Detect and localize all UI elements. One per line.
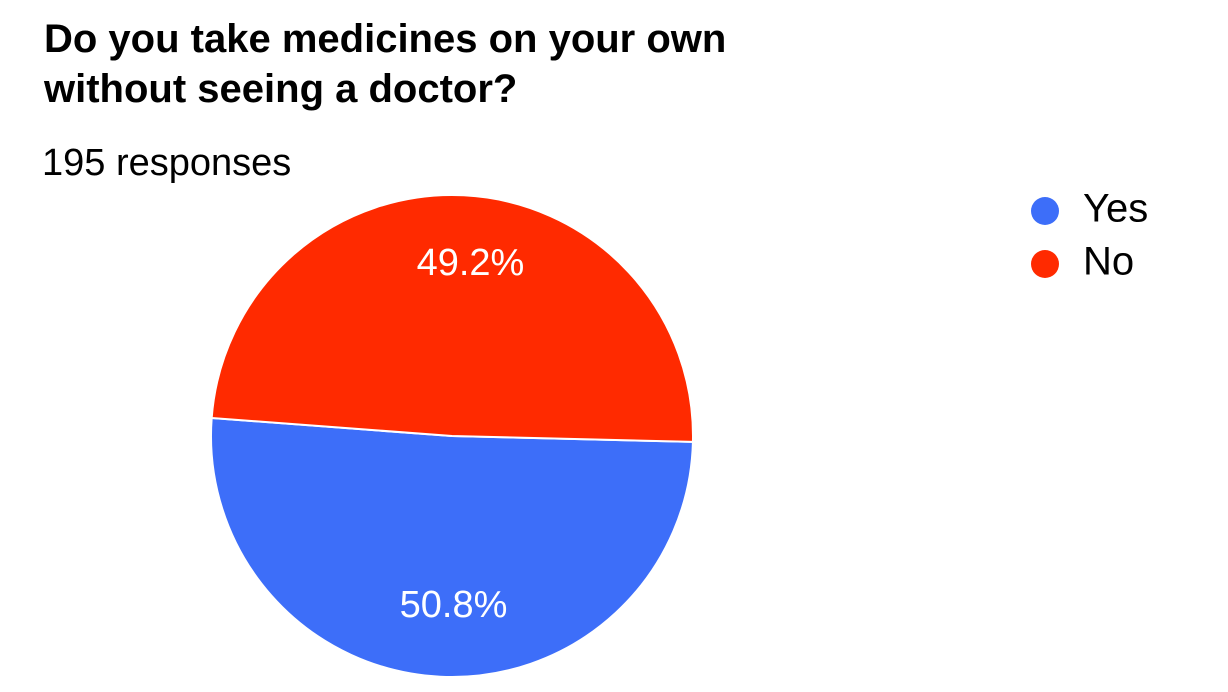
slice-label: 50.8% bbox=[400, 584, 508, 626]
legend-marker bbox=[1031, 197, 1059, 225]
pie-slice bbox=[210, 194, 694, 443]
legend-label: Yes bbox=[1083, 187, 1148, 231]
legend-label: No bbox=[1083, 240, 1134, 284]
pie-slice bbox=[210, 416, 694, 678]
chart-title: Do you take medicines on your own withou… bbox=[44, 17, 727, 111]
legend-marker bbox=[1031, 250, 1059, 278]
slice-label: 49.2% bbox=[417, 242, 525, 284]
chart-subtitle: 195 responses bbox=[42, 142, 292, 184]
